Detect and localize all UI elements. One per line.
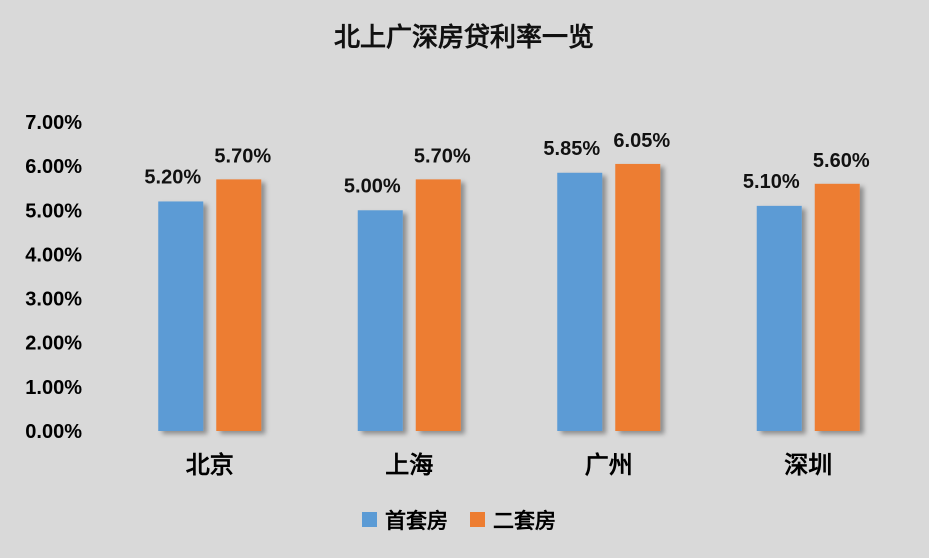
legend-label: 二套房 (493, 509, 556, 533)
y-tick-label: 5.00% (25, 200, 82, 222)
legend-label: 首套房 (385, 509, 448, 533)
bars (158, 163, 860, 431)
legend: 首套房 二套房 (362, 509, 556, 533)
y-tick-label: 3.00% (25, 289, 82, 311)
bar (415, 179, 461, 431)
y-tick-label: 2.00% (25, 333, 82, 355)
y-axis: 0.00% 1.00% 2.00% 3.00% 4.00% 5.00% 6.00% 7.00% (25, 112, 82, 443)
data-labels: 5.20% 5.70% 5.00% 5.70% 5.85% 6.05% 5.10% 5.60% (144, 130, 869, 197)
legend-swatch (362, 512, 377, 527)
bar (615, 163, 661, 431)
data-label: 6.05% (613, 130, 670, 152)
bar (756, 205, 802, 431)
legend-swatch (470, 512, 485, 527)
x-category-label: 深圳 (784, 451, 832, 479)
bar (357, 210, 403, 431)
y-tick-label: 4.00% (25, 244, 82, 266)
y-tick-label: 1.00% (25, 377, 82, 399)
y-tick-label: 6.00% (25, 156, 82, 178)
x-axis: 北京 上海 广州 深圳 (186, 451, 833, 479)
y-tick-label: 0.00% (25, 421, 82, 443)
x-category-label: 广州 (585, 451, 633, 479)
data-label: 5.20% (144, 166, 201, 188)
y-tick-label: 7.00% (25, 112, 82, 134)
data-label: 5.70% (214, 145, 271, 167)
x-category-label: 上海 (385, 451, 433, 479)
chart-title: 北上广深房贷利率一览 (334, 22, 594, 53)
data-label: 5.60% (813, 150, 870, 172)
data-label: 5.10% (743, 171, 800, 193)
data-label: 5.70% (414, 145, 471, 167)
data-label: 5.85% (543, 138, 600, 160)
bar (158, 201, 204, 431)
bar (216, 179, 262, 431)
data-label: 5.00% (344, 175, 401, 197)
x-category-label: 北京 (186, 451, 234, 479)
bar (557, 172, 603, 431)
bar (814, 183, 860, 431)
